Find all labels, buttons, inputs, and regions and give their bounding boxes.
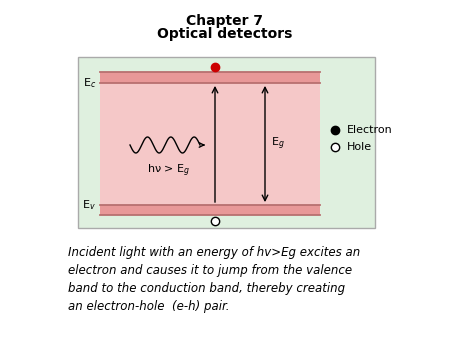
Bar <box>100 72 320 83</box>
Text: hν > E$_g$: hν > E$_g$ <box>147 163 191 179</box>
Text: E$_v$: E$_v$ <box>82 198 96 212</box>
Bar <box>100 72 320 215</box>
Text: Incident light with an energy of hv>Eg excites an
electron and causes it to jump: Incident light with an energy of hv>Eg e… <box>68 246 360 313</box>
Bar <box>78 57 375 228</box>
Text: E$_c$: E$_c$ <box>83 76 96 90</box>
Text: Optical detectors: Optical detectors <box>158 27 292 41</box>
Bar <box>100 205 320 215</box>
Text: Electron: Electron <box>347 125 393 135</box>
Text: E$_g$: E$_g$ <box>271 136 285 152</box>
Text: Chapter 7: Chapter 7 <box>186 14 264 28</box>
Text: Hole: Hole <box>347 142 372 152</box>
